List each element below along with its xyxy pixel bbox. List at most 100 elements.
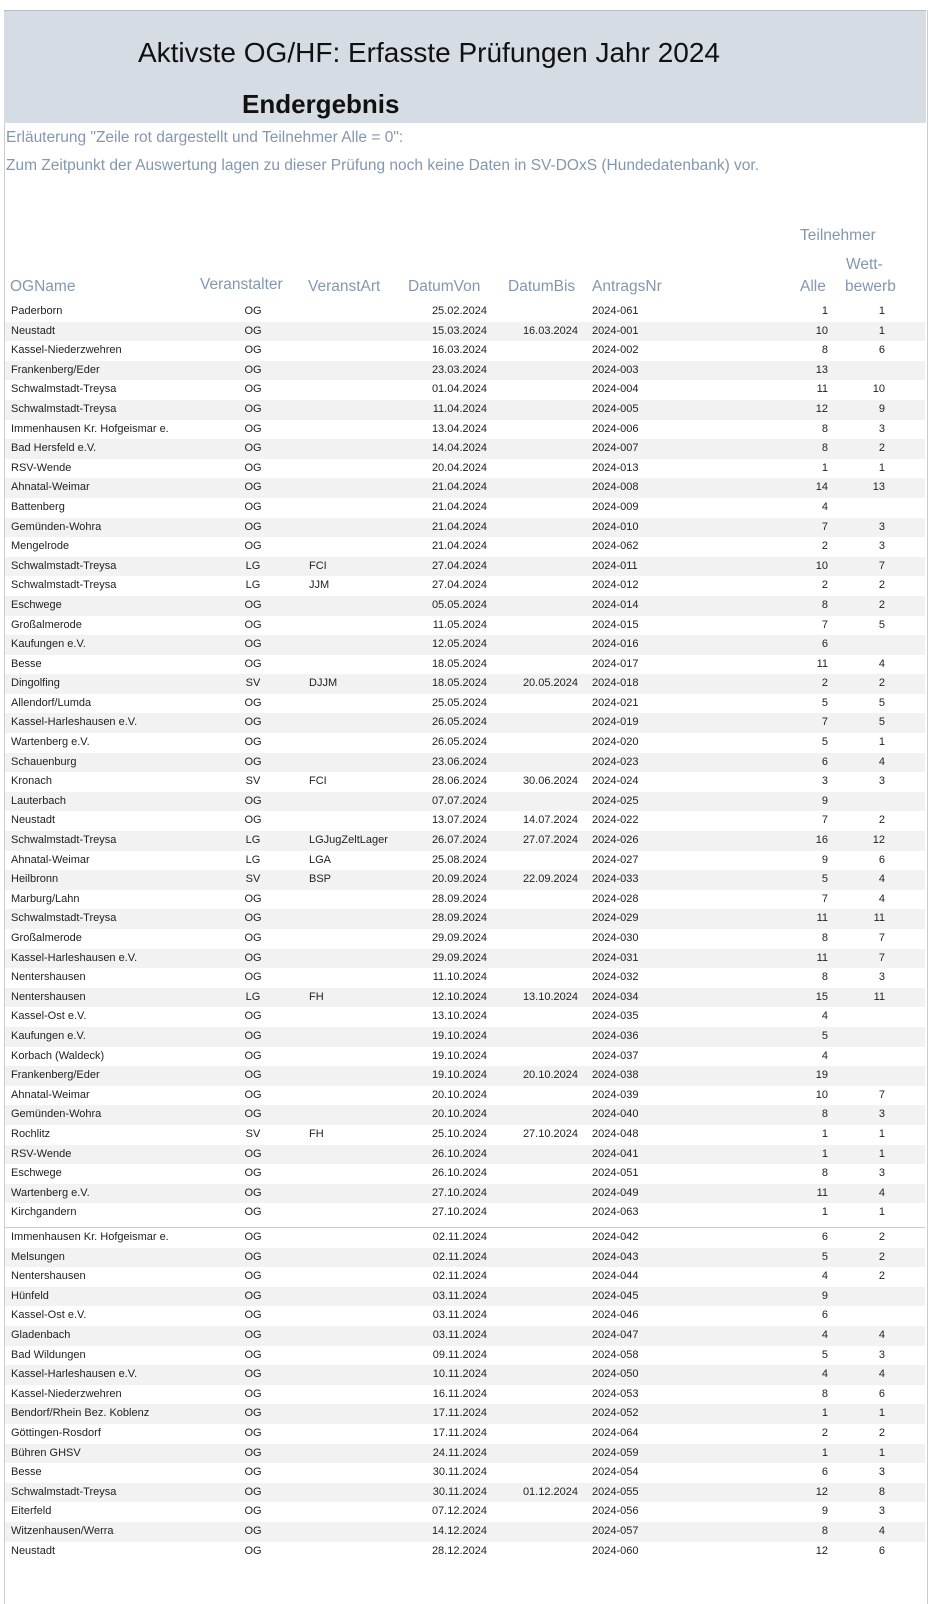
cell-teilnehmer-alle: 4 — [821, 1270, 828, 1283]
cell-antrags-nr: 2024-060 — [592, 1544, 639, 1557]
cell-teilnehmer-wettbewerb: 4 — [878, 1524, 885, 1537]
cell-veranstalter: OG — [244, 1524, 262, 1537]
cell-og-name: Großalmerode — [11, 932, 82, 944]
cell-antrags-nr: 2024-020 — [592, 736, 639, 749]
table-row: Allendorf/Lumda OG 25.05.2024 2024-021 5 5 — [5, 694, 925, 714]
table-row: Ahnatal-Weimar OG 20.10.2024 2024-039 10 7 — [5, 1086, 925, 1106]
cell-veranstalter: OG — [244, 1069, 262, 1082]
cell-teilnehmer-alle: 9 — [821, 794, 828, 807]
table-row: Besse OG 18.05.2024 2024-017 11 4 — [5, 655, 925, 675]
table-row: Gemünden-Wohra OG 20.10.2024 2024-040 8 3 — [5, 1105, 925, 1125]
cell-datum-von: 26.07.2024 — [431, 834, 487, 847]
table-row: Schwalmstadt-Treysa OG 11.04.2024 2024-005 1… — [5, 399, 925, 420]
cell-antrags-nr: 2024-006 — [592, 422, 639, 435]
cell-antrags-nr: 2024-007 — [592, 442, 639, 455]
cell-veranstalter: OG — [244, 1505, 262, 1518]
cell-og-name: Immenhausen Kr. Hofgeismar e. — [11, 422, 169, 435]
cell-veranstalter: LG — [245, 990, 261, 1003]
cell-datum-von: 19.10.2024 — [431, 1069, 487, 1082]
cell-veranst-art: FCI — [309, 559, 327, 572]
cell-datum-von: 17.11.2024 — [432, 1407, 487, 1420]
cell-teilnehmer-wettbewerb: 12 — [872, 834, 885, 847]
cell-og-name: Schauenburg — [11, 755, 77, 768]
cell-teilnehmer-alle: 2 — [821, 677, 828, 690]
cell-og-name: Gladenbach — [11, 1328, 71, 1341]
cell-veranstalter: OG — [244, 638, 262, 651]
cell-antrags-nr: 2024-048 — [592, 1127, 639, 1140]
cell-datum-von: 20.10.2024 — [431, 1088, 487, 1101]
cell-teilnehmer-wettbewerb: 1 — [878, 305, 885, 317]
cell-veranst-art: FH — [309, 1127, 324, 1140]
cell-veranst-art: FCI — [309, 775, 327, 788]
cell-og-name: Schwalmstadt-Treysa — [11, 579, 117, 592]
cell-antrags-nr: 2024-023 — [592, 755, 639, 768]
cell-veranstalter: OG — [244, 1407, 262, 1420]
table-row: Dingolfing SV DJJM 18.05.2024 20.05.2024 2024… — [5, 674, 925, 694]
cell-antrags-nr: 2024-024 — [592, 775, 639, 788]
cell-teilnehmer-wettbewerb: 3 — [878, 520, 885, 533]
cell-og-name: Wartenberg e.V. — [11, 1186, 90, 1199]
cell-datum-von: 12.10.2024 — [431, 990, 487, 1003]
cell-teilnehmer-alle: 6 — [821, 1309, 828, 1322]
cell-antrags-nr: 2024-025 — [592, 794, 639, 807]
cell-veranstalter: OG — [244, 540, 262, 553]
cell-veranstalter: OG — [244, 912, 262, 925]
cell-teilnehmer-wettbewerb: 6 — [878, 1387, 885, 1400]
cell-og-name: Kaufungen e.V. — [11, 1029, 86, 1042]
table-row: Besse OG 30.11.2024 2024-054 6 3 — [5, 1463, 925, 1483]
cell-antrags-nr: 2024-052 — [592, 1407, 639, 1420]
cell-datum-von: 25.10.2024 — [431, 1127, 487, 1140]
cell-veranstalter: OG — [244, 794, 262, 807]
table-row: Göttingen-Rosdorf OG 17.11.2024 2024-064 2 2 — [5, 1424, 925, 1444]
cell-teilnehmer-wettbewerb: 13 — [872, 481, 885, 494]
table-row: Rochlitz SV FH 25.10.2024 27.10.2024 2024-048… — [5, 1125, 925, 1145]
table-row: Ahnatal-Weimar LG LGA 25.08.2024 2024-027 9 6 — [5, 851, 925, 871]
cell-datum-von: 26.10.2024 — [431, 1147, 487, 1160]
cell-teilnehmer-alle: 8 — [821, 344, 828, 357]
cell-antrags-nr: 2024-047 — [592, 1328, 639, 1341]
cell-teilnehmer-alle: 1 — [821, 461, 828, 474]
cell-veranstalter: OG — [244, 755, 262, 768]
table-row: Kaufungen e.V. OG 19.10.2024 2024-036 5 — [5, 1026, 925, 1047]
cell-veranstalter: OG — [244, 598, 262, 611]
cell-datum-von: 07.07.2024 — [431, 794, 487, 807]
cell-antrags-nr: 2024-013 — [592, 461, 639, 474]
cell-teilnehmer-alle: 5 — [821, 1029, 828, 1042]
cell-teilnehmer-wettbewerb: 4 — [878, 1328, 885, 1341]
table-row: Kassel-Niederzwehren OG 16.03.2024 2024-002… — [5, 341, 925, 361]
table-row: Schwalmstadt-Treysa OG 30.11.2024 01.12.202… — [5, 1482, 925, 1503]
table-row: Hünfeld OG 03.11.2024 2024-045 9 — [5, 1286, 925, 1307]
cell-antrags-nr: 2024-038 — [592, 1069, 639, 1082]
note-line-2: Zum Zeitpunkt der Auswertung lagen zu di… — [6, 157, 760, 174]
cell-teilnehmer-wettbewerb: 4 — [878, 1186, 885, 1199]
table-row: Gladenbach OG 03.11.2024 2024-047 4 4 — [5, 1325, 925, 1346]
cell-datum-bis: 01.12.2024 — [522, 1485, 578, 1498]
cell-og-name: Nentershausen — [11, 1270, 86, 1283]
table-row: Kaufungen e.V. OG 12.05.2024 2024-016 6 — [5, 635, 925, 655]
cell-veranstalter: OG — [244, 324, 262, 337]
table-row: Frankenberg/Eder OG 23.03.2024 2024-003 13 — [5, 360, 925, 381]
cell-veranstalter: OG — [244, 971, 262, 984]
cell-og-name: Allendorf/Lumda — [11, 696, 92, 709]
cell-veranstalter: OG — [244, 1485, 262, 1498]
cell-antrags-nr: 2024-064 — [592, 1426, 639, 1439]
table-row: Heilbronn SV BSP 20.09.2024 22.09.2024 2024-0… — [5, 870, 925, 890]
cell-antrags-nr: 2024-010 — [592, 520, 639, 533]
cell-antrags-nr: 2024-062 — [592, 540, 639, 553]
cell-antrags-nr: 2024-056 — [592, 1505, 639, 1518]
cell-datum-von: 02.11.2024 — [432, 1231, 487, 1243]
cell-teilnehmer-alle: 2 — [821, 1426, 828, 1439]
cell-antrags-nr: 2024-019 — [592, 716, 639, 729]
cell-teilnehmer-wettbewerb: 5 — [878, 618, 885, 631]
cell-datum-von: 18.05.2024 — [431, 677, 487, 690]
header-antragsnr: AntragsNr — [592, 278, 662, 295]
cell-og-name: Besse — [11, 657, 42, 670]
cell-teilnehmer-alle: 12 — [815, 1485, 828, 1498]
table-row: Großalmerode OG 11.05.2024 2024-015 7 5 — [5, 616, 925, 636]
cell-antrags-nr: 2024-061 — [592, 305, 639, 317]
cell-veranstalter: OG — [244, 520, 262, 533]
cell-veranstalter: OG — [244, 1309, 262, 1322]
cell-teilnehmer-wettbewerb: 1 — [878, 461, 885, 474]
cell-antrags-nr: 2024-014 — [592, 598, 639, 611]
cell-veranstalter: SV — [245, 873, 261, 886]
